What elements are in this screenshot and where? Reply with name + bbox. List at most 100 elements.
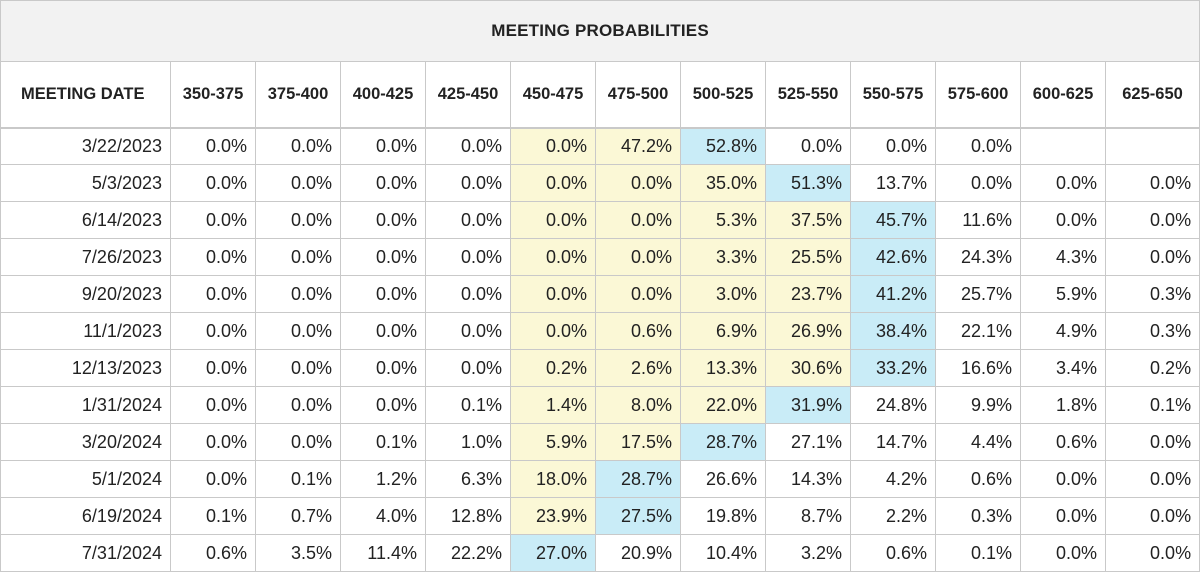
column-header-rate-range: 475-500 — [596, 62, 681, 128]
meeting-date-cell: 12/13/2023 — [0, 350, 171, 387]
probability-cell: 22.1% — [936, 313, 1021, 350]
column-header-rate-range: 425-450 — [426, 62, 511, 128]
probability-cell: 0.0% — [511, 202, 596, 239]
table-row: 9/20/2023 0.0% 0.0% 0.0% 0.0% 0.0% 0.0% 3.0% 23.… — [0, 276, 1200, 313]
probability-cell: 0.0% — [256, 165, 341, 202]
probability-cell: 0.0% — [511, 239, 596, 276]
probability-cell: 45.7% — [851, 202, 936, 239]
table-row: 3/22/2023 0.0% 0.0% 0.0% 0.0% 0.0% 47.2% 52.8% 0… — [0, 128, 1200, 165]
table-row: 7/31/2024 0.6% 3.5% 11.4% 22.2% 27.0% 20.9% 10.… — [0, 535, 1200, 572]
probability-cell: 0.0% — [596, 239, 681, 276]
probability-cell: 24.3% — [936, 239, 1021, 276]
probability-cell: 33.2% — [851, 350, 936, 387]
meeting-date-cell: 7/31/2024 — [0, 535, 171, 572]
probability-cell: 0.0% — [341, 276, 426, 313]
column-header-rate-range: 450-475 — [511, 62, 596, 128]
probability-cell: 0.1% — [256, 461, 341, 498]
probability-cell: 0.0% — [341, 239, 426, 276]
probability-cell: 0.0% — [426, 128, 511, 165]
probability-cell: 0.3% — [1106, 276, 1200, 313]
probability-cell: 0.0% — [341, 165, 426, 202]
probability-cell: 13.7% — [851, 165, 936, 202]
probability-cell: 0.0% — [1106, 498, 1200, 535]
probability-cell: 3.2% — [766, 535, 851, 572]
probability-cell: 0.0% — [1106, 239, 1200, 276]
probability-cell: 0.0% — [256, 424, 341, 461]
probability-cell: 0.0% — [341, 202, 426, 239]
probability-cell: 3.5% — [256, 535, 341, 572]
probability-cell: 0.0% — [171, 202, 256, 239]
column-header-rate-range: 375-400 — [256, 62, 341, 128]
probability-cell: 0.0% — [936, 165, 1021, 202]
column-header-rate-range: 575-600 — [936, 62, 1021, 128]
meeting-date-cell: 11/1/2023 — [0, 313, 171, 350]
probability-cell: 0.0% — [426, 313, 511, 350]
probability-cell: 9.9% — [936, 387, 1021, 424]
probability-cell: 4.3% — [1021, 239, 1106, 276]
column-header-meeting-date: MEETING DATE — [0, 62, 171, 128]
header-row: MEETING DATE 350-375 375-400 400-425 425-450… — [0, 62, 1200, 128]
probability-cell: 0.0% — [426, 202, 511, 239]
probability-cell: 0.0% — [171, 165, 256, 202]
probability-cell: 0.0% — [341, 387, 426, 424]
probability-cell: 22.0% — [681, 387, 766, 424]
meeting-date-cell: 6/19/2024 — [0, 498, 171, 535]
probability-cell: 3.4% — [1021, 350, 1106, 387]
probability-cell: 0.0% — [171, 387, 256, 424]
probability-cell: 10.4% — [681, 535, 766, 572]
meeting-date-cell: 3/22/2023 — [0, 128, 171, 165]
probability-cell: 1.0% — [426, 424, 511, 461]
probability-cell: 2.6% — [596, 350, 681, 387]
table-row: 1/31/2024 0.0% 0.0% 0.0% 0.1% 1.4% 8.0% 22.0% 31… — [0, 387, 1200, 424]
probability-cell: 27.5% — [596, 498, 681, 535]
probability-cell: 0.0% — [426, 276, 511, 313]
probability-cell: 30.6% — [766, 350, 851, 387]
probability-cell: 0.0% — [596, 165, 681, 202]
probability-cell: 0.1% — [1106, 387, 1200, 424]
probability-cell: 0.1% — [426, 387, 511, 424]
probability-cell: 0.0% — [426, 165, 511, 202]
probability-cell: 4.4% — [936, 424, 1021, 461]
probability-cell: 11.4% — [341, 535, 426, 572]
probability-cell: 0.0% — [511, 165, 596, 202]
probability-cell: 0.1% — [171, 498, 256, 535]
probability-cell: 0.6% — [936, 461, 1021, 498]
table-title: MEETING PROBABILITIES — [0, 0, 1200, 62]
probability-cell: 8.0% — [596, 387, 681, 424]
table-row: 3/20/2024 0.0% 0.0% 0.1% 1.0% 5.9% 17.5% 28.7% 2… — [0, 424, 1200, 461]
probability-cell: 24.8% — [851, 387, 936, 424]
probability-cell: 0.0% — [936, 128, 1021, 165]
probability-cell: 11.6% — [936, 202, 1021, 239]
probability-cell: 0.2% — [1106, 350, 1200, 387]
probability-cell: 0.1% — [341, 424, 426, 461]
meeting-date-cell: 1/31/2024 — [0, 387, 171, 424]
probability-cell: 0.0% — [1106, 165, 1200, 202]
probability-cell: 17.5% — [596, 424, 681, 461]
probability-cell: 0.0% — [1106, 202, 1200, 239]
probability-cell: 0.0% — [511, 313, 596, 350]
probability-cell: 2.2% — [851, 498, 936, 535]
probability-cell: 0.6% — [596, 313, 681, 350]
probability-cell: 0.0% — [256, 313, 341, 350]
probability-cell: 25.5% — [766, 239, 851, 276]
table-row: 7/26/2023 0.0% 0.0% 0.0% 0.0% 0.0% 0.0% 3.3% 25.… — [0, 239, 1200, 276]
probability-cell: 0.7% — [256, 498, 341, 535]
probability-cell: 14.7% — [851, 424, 936, 461]
meeting-date-cell: 9/20/2023 — [0, 276, 171, 313]
meeting-date-cell: 7/26/2023 — [0, 239, 171, 276]
probability-cell: 0.6% — [1021, 424, 1106, 461]
probability-cell: 22.2% — [426, 535, 511, 572]
probability-cell: 0.0% — [171, 461, 256, 498]
probability-cell: 0.0% — [171, 239, 256, 276]
probability-cell: 0.0% — [1021, 461, 1106, 498]
meeting-date-cell: 6/14/2023 — [0, 202, 171, 239]
probability-cell: 0.0% — [256, 276, 341, 313]
probability-cell: 0.0% — [171, 424, 256, 461]
probability-cell: 28.7% — [681, 424, 766, 461]
probability-cell: 1.4% — [511, 387, 596, 424]
probability-cell: 0.0% — [511, 276, 596, 313]
probability-cell: 0.2% — [511, 350, 596, 387]
probability-cell — [1106, 128, 1200, 165]
probability-cell: 26.6% — [681, 461, 766, 498]
